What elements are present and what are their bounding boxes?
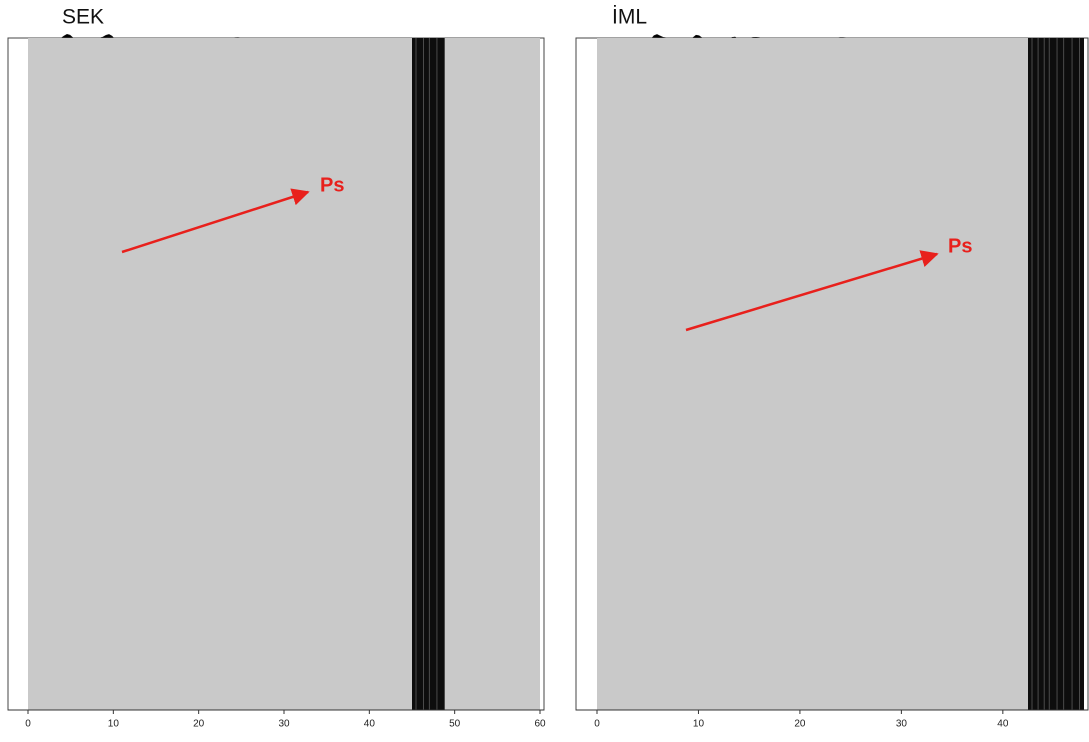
chart-title: SEK	[62, 6, 104, 29]
x-tick-label: 50	[449, 719, 461, 730]
annotation: Ps	[320, 174, 344, 196]
annotation-arrow	[121, 188, 310, 254]
x-tick-label: 0	[594, 719, 600, 730]
chart-title: İML	[612, 6, 647, 29]
x-tick-label: 10	[693, 719, 705, 730]
annotation: Ps	[948, 235, 972, 257]
x-tick-label: 30	[278, 719, 290, 730]
plot-area	[597, 38, 1084, 710]
annotation-arrow	[685, 250, 939, 332]
x-tick-label: 20	[193, 719, 205, 730]
dark-band	[1028, 38, 1084, 710]
x-tick-label: 30	[896, 719, 908, 730]
x-tick-label: 40	[364, 719, 376, 730]
dark-band	[412, 38, 445, 710]
x-tick-label: 60	[534, 719, 546, 730]
x-tick-label: 20	[794, 719, 806, 730]
x-tick-label: 0	[25, 719, 31, 730]
plot-area	[28, 38, 540, 710]
x-tick-label: 10	[108, 719, 120, 730]
x-tick-label: 40	[997, 719, 1009, 730]
